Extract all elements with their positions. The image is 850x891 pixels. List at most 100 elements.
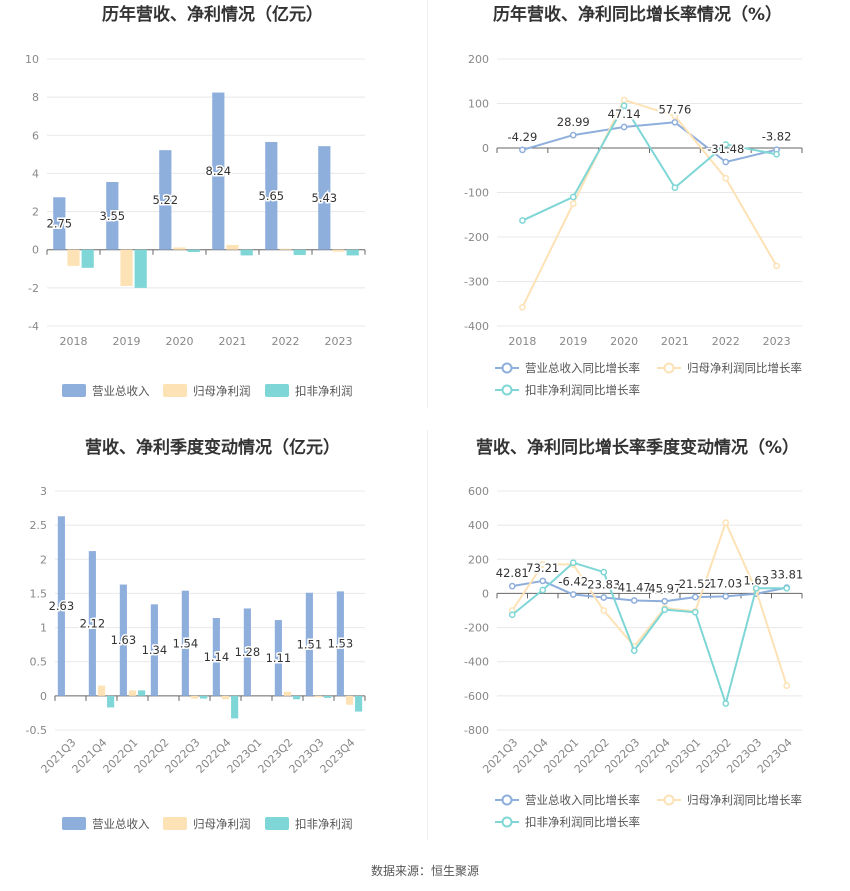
bar-revenue: [318, 146, 331, 250]
bar-revenue: [119, 584, 127, 696]
bar-net-profit: [190, 695, 199, 699]
legend-label: 扣非净利润同比增长率: [525, 815, 640, 829]
bar-net-profit: [120, 249, 133, 286]
bar-revenue: [243, 608, 251, 696]
bar-deducted-profit: [240, 249, 253, 256]
y-tick-label: -200: [464, 231, 489, 244]
x-tick-label: 2020: [166, 335, 194, 348]
bar-revenue: [159, 150, 172, 250]
y-tick-label: 2: [32, 206, 39, 219]
data-point: [519, 303, 526, 311]
data-point: [691, 608, 699, 616]
data-point: [539, 561, 547, 568]
data-point: [620, 102, 628, 110]
series-line-deducted-profit-growth: [521, 104, 777, 222]
data-label: 5.43: [312, 191, 338, 205]
series-line-revenue-growth: [512, 579, 787, 603]
data-label: 5.22: [153, 193, 179, 207]
bar-revenue: [150, 604, 158, 696]
bar-net-profit: [283, 691, 292, 696]
series-line-revenue-growth: [522, 121, 777, 164]
bar-net-profit: [279, 248, 292, 250]
series-line-net-profit-growth: [511, 521, 788, 686]
y-tick-label: 400: [468, 519, 489, 532]
data-point: [519, 146, 526, 154]
y-tick-label: -0.5: [26, 724, 47, 737]
bar-revenue: [106, 182, 119, 250]
data-point: [569, 131, 577, 139]
data-point: [539, 586, 547, 594]
data-label: 5.65: [259, 189, 285, 203]
y-tick-label: 0: [482, 142, 489, 155]
x-tick-label: 2019: [113, 335, 141, 348]
bar-net-profit: [226, 244, 239, 250]
legend-swatch: [265, 817, 289, 830]
bar-revenue: [265, 141, 278, 250]
bar-revenue: [305, 592, 313, 696]
bar-deducted-profit: [200, 695, 208, 699]
legend-label: 归母净利润: [193, 384, 251, 398]
x-tick-label: 2021: [219, 335, 247, 348]
data-label: 8.24: [206, 164, 232, 178]
x-tick-label: 2022: [272, 335, 300, 348]
y-tick-label: -400: [464, 320, 489, 333]
x-tick-label: 2018: [508, 335, 536, 348]
bar-deducted-profit: [138, 690, 146, 696]
bar-deducted-profit: [324, 695, 332, 698]
y-tick-label: 3: [40, 485, 47, 498]
legend-marker: [501, 384, 513, 396]
legend-label: 营业总收入同比增长率: [525, 361, 640, 375]
y-tick-label: 1.5: [30, 587, 48, 600]
bar-net-profit: [332, 249, 345, 252]
x-tick-label: 2020: [610, 335, 638, 348]
y-tick-label: -400: [464, 656, 489, 669]
bar-deducted-profit: [81, 249, 94, 268]
bar-net-profit: [173, 247, 186, 250]
data-label: 1.63: [111, 633, 137, 647]
y-tick-label: 0.5: [30, 656, 48, 669]
x-tick-label: 2021: [661, 335, 689, 348]
data-point: [722, 592, 730, 600]
data-label: 1.28: [235, 645, 261, 659]
x-tick-label: 2023Q4: [318, 736, 358, 776]
data-label: -6.42: [558, 575, 588, 589]
series-line-deducted-profit-growth: [511, 561, 787, 705]
data-label: 1.11: [266, 651, 292, 665]
data-label: 17.03: [709, 576, 742, 590]
legend-label: 营业总收入: [92, 817, 150, 831]
bar-net-profit: [221, 695, 230, 700]
y-tick-label: 0: [482, 587, 489, 600]
data-label: 28.99: [557, 115, 590, 129]
x-tick-label: 2023: [763, 335, 791, 348]
data-point: [539, 577, 547, 585]
y-tick-label: -200: [464, 622, 489, 635]
legend-label: 扣非净利润: [295, 384, 353, 398]
data-point: [722, 141, 730, 148]
panel-divider-bottom: [427, 430, 428, 840]
legend-swatch: [265, 384, 289, 397]
bar-deducted-profit: [293, 249, 306, 256]
series-line-net-profit-growth: [521, 98, 778, 308]
bar-revenue: [336, 591, 344, 696]
data-label: 41.47: [618, 581, 651, 595]
data-label: 47.14: [608, 107, 641, 121]
legend-marker: [501, 362, 513, 374]
bar-net-profit: [314, 695, 323, 698]
data-source: 数据来源：恒生聚源: [370, 864, 479, 878]
y-tick-label: 100: [468, 98, 489, 111]
bar-net-profit: [128, 690, 137, 696]
data-label: 42.81: [496, 566, 529, 580]
data-point: [722, 158, 730, 166]
data-label: 1.14: [204, 650, 230, 664]
y-tick-label: 1: [40, 622, 47, 635]
data-label: -4.29: [508, 130, 538, 144]
y-tick-label: 0: [32, 244, 39, 257]
legend-label: 营业总收入同比增长率: [525, 793, 640, 807]
bar-deducted-profit: [107, 695, 115, 708]
bar-net-profit: [345, 695, 354, 705]
data-label: 2.75: [47, 216, 73, 230]
data-label: 57.76: [658, 102, 691, 116]
bar-revenue: [212, 92, 225, 250]
x-tick-label: 2018: [60, 335, 88, 348]
data-label: 1.63: [743, 574, 769, 588]
